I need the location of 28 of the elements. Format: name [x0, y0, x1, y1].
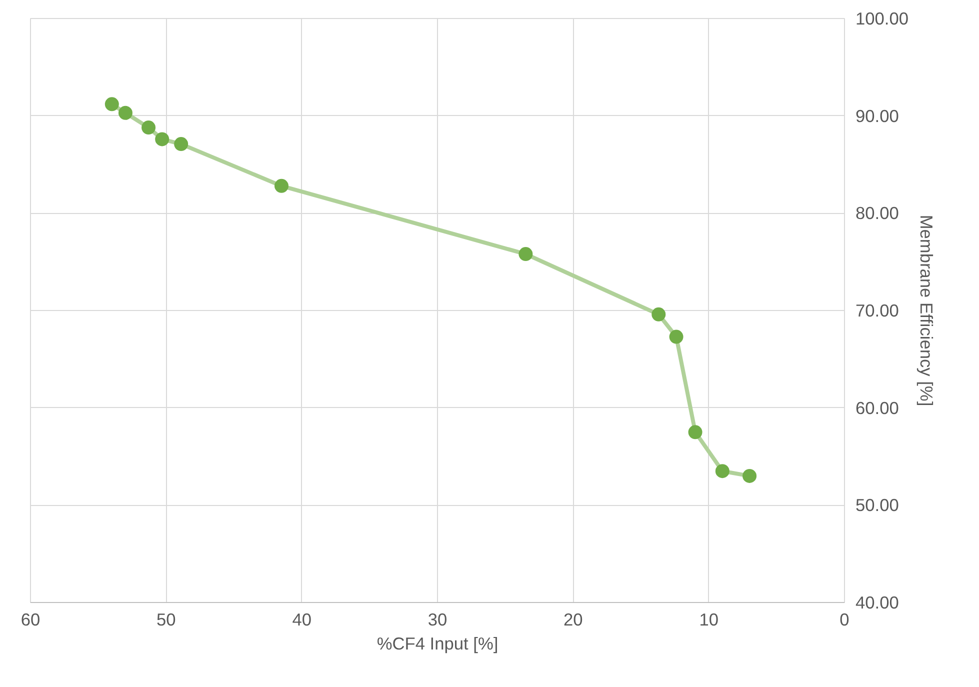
y-tick-label: 70.00	[856, 300, 899, 320]
point	[155, 132, 170, 146]
x-tick-label: 30	[428, 610, 448, 630]
x-tick-label: 20	[564, 610, 583, 630]
point	[669, 330, 684, 344]
y-tick-label: 60.00	[856, 398, 899, 418]
point	[118, 106, 132, 120]
point	[104, 97, 119, 112]
point	[688, 425, 702, 440]
y-tick-label: 90.00	[856, 106, 899, 126]
x-tick-label: 10	[699, 610, 718, 630]
point	[518, 247, 533, 262]
x-tick-label: 60	[20, 610, 40, 630]
y-axis-title: Membrane Efficiency [%]	[916, 214, 936, 406]
point	[715, 464, 730, 478]
y-tick-label: 50.00	[856, 495, 899, 516]
point	[174, 137, 188, 152]
x-tick-label: 0	[840, 610, 850, 630]
y-tick-label: 40.00	[856, 592, 899, 612]
x-tick-label: 50	[156, 610, 176, 630]
x-tick-label: 40	[292, 610, 312, 630]
point	[274, 178, 288, 193]
point	[142, 120, 156, 134]
y-tick-label: 80.00	[856, 203, 899, 224]
point	[652, 307, 666, 322]
point	[742, 468, 757, 483]
y-tick-label: 100.00	[856, 8, 908, 28]
x-axis-title: %CF4 Input [%]	[376, 634, 498, 654]
